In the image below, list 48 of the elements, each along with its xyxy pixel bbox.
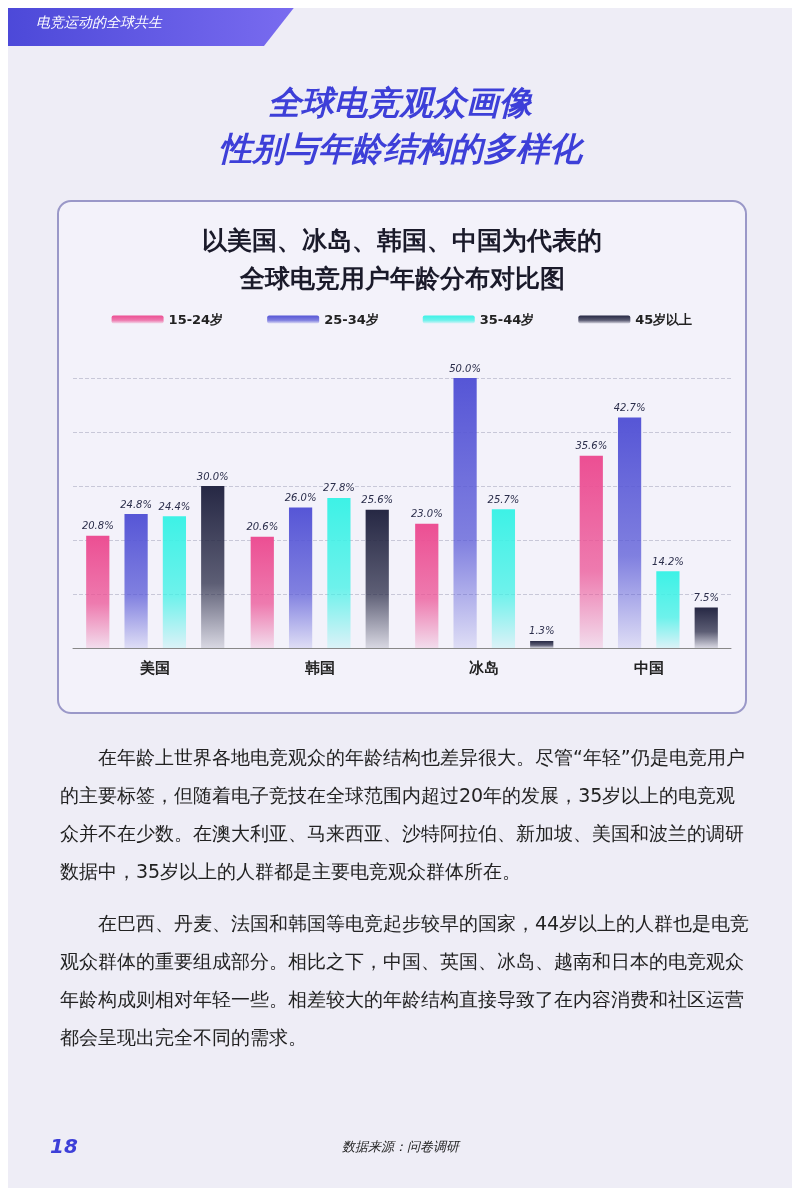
bar <box>365 509 389 648</box>
legend-label: 35-44岁 <box>479 312 535 327</box>
text: 18 <box>50 1134 78 1158</box>
bar <box>656 571 680 648</box>
data-label: 7.5% <box>693 592 719 603</box>
legend-label: 15-24岁 <box>168 312 224 327</box>
legend-label: 25-34岁 <box>324 312 379 327</box>
bar <box>327 497 351 648</box>
text: 在巴西、丹麦、法国和韩国等电竞起步较早的国家，44岁以上的人群也是电竞观众群体的重要组成部分。相比之下，中国、英国、冰岛、越南和日本的电竞观众年龄构成则相对年轻一些。相差较大的年龄结构直接导致了在内容消费和社区运营都会呈现出完全不同的需求。 <box>60 911 750 1050</box>
bar <box>694 607 718 648</box>
data-label: 27.8% <box>323 482 355 494</box>
bar <box>617 417 642 648</box>
data-label: 23.0% <box>410 508 443 520</box>
data-label: 24.8% <box>120 498 152 510</box>
data-label: 25.7% <box>487 493 520 505</box>
text: 在年龄上世界各地电竞观众的年龄结构也差异很大。尽管“年轻”仍是电竞用户的主要标签，但随着电子竞技在全球范围内超过20年的发展，35岁以上的电竞观众并不在少数。在澳大利亚、马来西亚、沙特阿拉伯、新加坡、美国和波兰的调研数据中，35岁以上的人群都是主要电竞观众群体所在。 <box>60 745 746 884</box>
data-label: 30.0% <box>196 470 229 482</box>
data-label: 50.0% <box>449 362 481 374</box>
text: 以美国、冰岛、韩国、中国为代表的全球电竞用户年龄分布对比图 <box>201 225 603 295</box>
chart-subtitle: 性别与年龄结构的多样化 <box>217 128 586 170</box>
x-tick-label: 冰岛 <box>469 658 500 677</box>
data-label: 20.8% <box>81 520 114 532</box>
data-label: 20.6% <box>246 521 279 533</box>
bar <box>453 378 477 648</box>
bar <box>201 486 225 648</box>
data-label: 25.6% <box>361 494 394 506</box>
text: 电竞运动的全球共生 <box>35 13 164 32</box>
data-label: 14.2% <box>652 555 684 567</box>
data-label: 26.0% <box>284 492 317 504</box>
bar <box>491 509 516 648</box>
bar <box>288 507 313 648</box>
chart-title: 全球电竞观众画像 <box>267 82 534 124</box>
bar <box>530 640 554 648</box>
bar <box>162 516 187 648</box>
bar <box>86 535 110 648</box>
data-label: 35.6% <box>575 440 608 452</box>
bar <box>124 514 148 648</box>
bar <box>579 455 603 648</box>
x-tick-label: 中国 <box>633 658 664 677</box>
bar <box>415 523 439 648</box>
data-label: 24.4% <box>158 500 191 512</box>
bar <box>250 536 274 648</box>
x-tick-label: 韩国 <box>303 658 335 677</box>
source-note: 数据来源：问卷调研 <box>341 1139 459 1154</box>
x-tick-label: 美国 <box>139 658 171 677</box>
data-label: 1.3% <box>529 625 555 637</box>
data-label: 42.7% <box>613 401 646 413</box>
legend-label: 45岁以上 <box>635 312 693 327</box>
